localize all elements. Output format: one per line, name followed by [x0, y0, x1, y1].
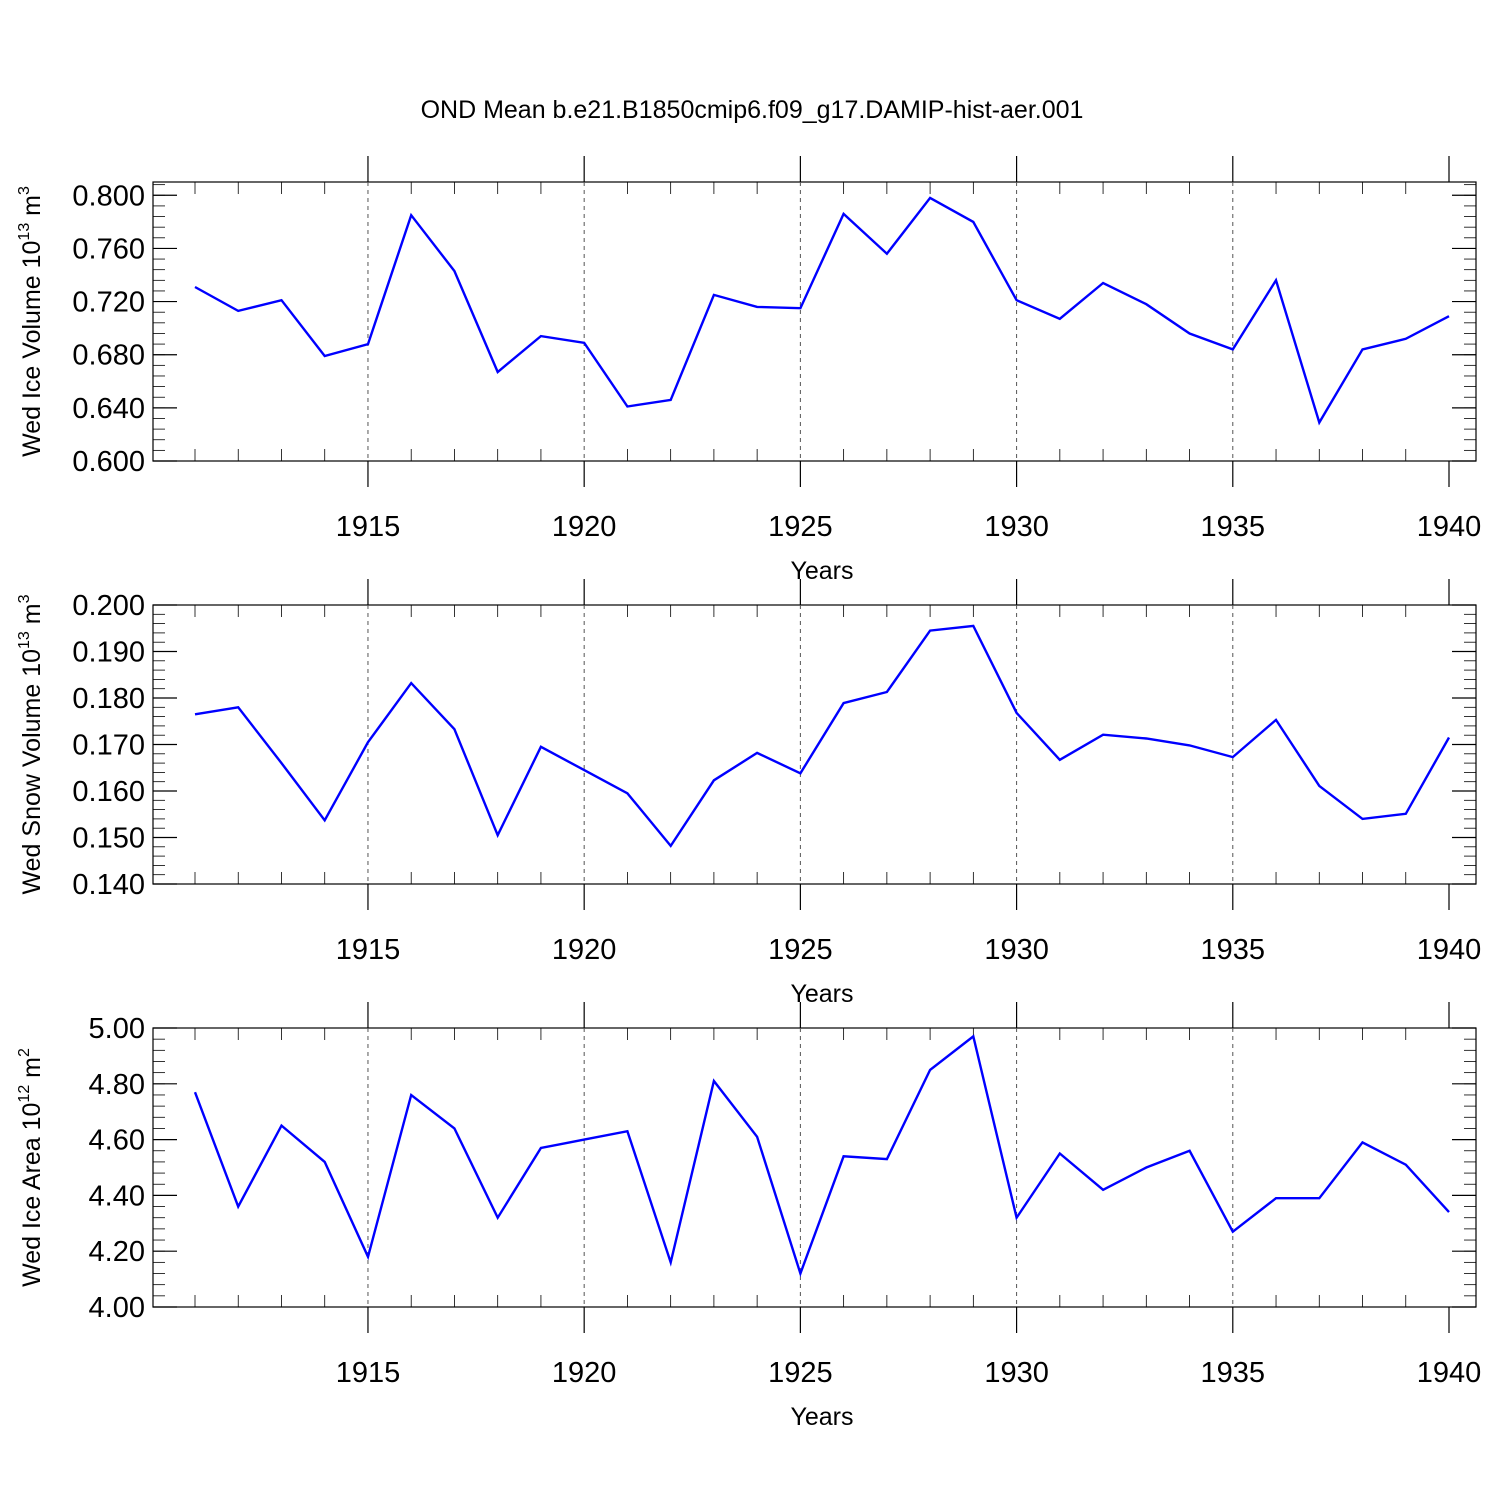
x-axis-title: Years	[790, 1403, 853, 1431]
x-tick-label: 1935	[1201, 934, 1266, 966]
y-tick-label: 4.00	[89, 1292, 145, 1324]
y-axis-title: Wed Ice Area 1012 m2	[16, 1048, 46, 1287]
x-tick-label: 1920	[552, 511, 617, 543]
x-tick-label: 1935	[1201, 1357, 1266, 1389]
y-tick-label: 4.20	[89, 1236, 145, 1268]
x-axis-title: Years	[790, 557, 853, 585]
figure-title: OND Mean b.e21.B1850cmip6.f09_g17.DAMIP-…	[421, 96, 1084, 124]
y-tick-label: 0.720	[72, 287, 145, 319]
x-tick-label: 1925	[768, 511, 833, 543]
x-tick-label: 1930	[984, 511, 1049, 543]
y-tick-label: 4.40	[89, 1180, 145, 1212]
chart-panel-2: 1915 1920 1925 1930 1935 1940 Years 0.140 0.150 0…	[16, 579, 1481, 1008]
x-tick-label: 1935	[1201, 511, 1266, 543]
y-tick-label: 4.80	[89, 1069, 145, 1101]
plot-frame	[152, 604, 1477, 885]
x-tick-label: 1940	[1417, 511, 1482, 543]
x-tick-label: 1940	[1417, 934, 1482, 966]
y-tick-label: 4.60	[89, 1125, 145, 1157]
y-axis-title: Wed Snow Volume 1013 m3	[16, 594, 46, 894]
y-tick-label: 0.200	[72, 590, 145, 622]
y-tick-label: 0.190	[72, 637, 145, 669]
series-line	[194, 196, 1450, 426]
chart-panel-1: 1915 1920 1925 1930 1935 1940 Years 0.600 0.640 0…	[16, 156, 1481, 585]
y-tick-label: 0.680	[72, 340, 145, 372]
y-tick-label: 0.600	[72, 446, 145, 478]
x-tick-label: 1930	[984, 934, 1049, 966]
x-tick-label: 1925	[768, 934, 833, 966]
x-tick-label: 1915	[336, 511, 401, 543]
x-axis-title: Years	[790, 980, 853, 1008]
y-tick-label: 0.640	[72, 393, 145, 425]
y-axis-title: Wed Ice Volume 1013 m3	[16, 186, 46, 457]
series-line	[194, 624, 1451, 848]
plot-frame	[152, 1027, 1477, 1308]
series-line	[193, 1034, 1450, 1278]
y-tick-label: 0.760	[72, 233, 145, 265]
x-tick-label: 1925	[768, 1357, 833, 1389]
y-tick-label: 0.160	[72, 776, 145, 808]
x-tick-label: 1920	[552, 934, 617, 966]
x-tick-label: 1915	[336, 934, 401, 966]
y-tick-label: 0.800	[72, 180, 145, 212]
panels: 1915 1920 1925 1930 1935 1940 Years 0.600 0.640 0…	[16, 156, 1481, 1431]
x-tick-label: 1940	[1417, 1357, 1482, 1389]
y-tick-label: 0.180	[72, 683, 145, 715]
x-tick-label: 1920	[552, 1357, 617, 1389]
y-tick-label: 0.170	[72, 730, 145, 762]
y-tick-label: 0.140	[72, 869, 145, 901]
plot-frame	[152, 181, 1477, 462]
y-tick-label: 0.150	[72, 823, 145, 855]
chart-panel-3: 1915 1920 1925 1930 1935 1940 Years 4.00 4.20 4.4…	[16, 1002, 1481, 1431]
x-tick-label: 1930	[984, 1357, 1049, 1389]
x-tick-label: 1915	[336, 1357, 401, 1389]
y-tick-label: 5.00	[89, 1013, 145, 1045]
